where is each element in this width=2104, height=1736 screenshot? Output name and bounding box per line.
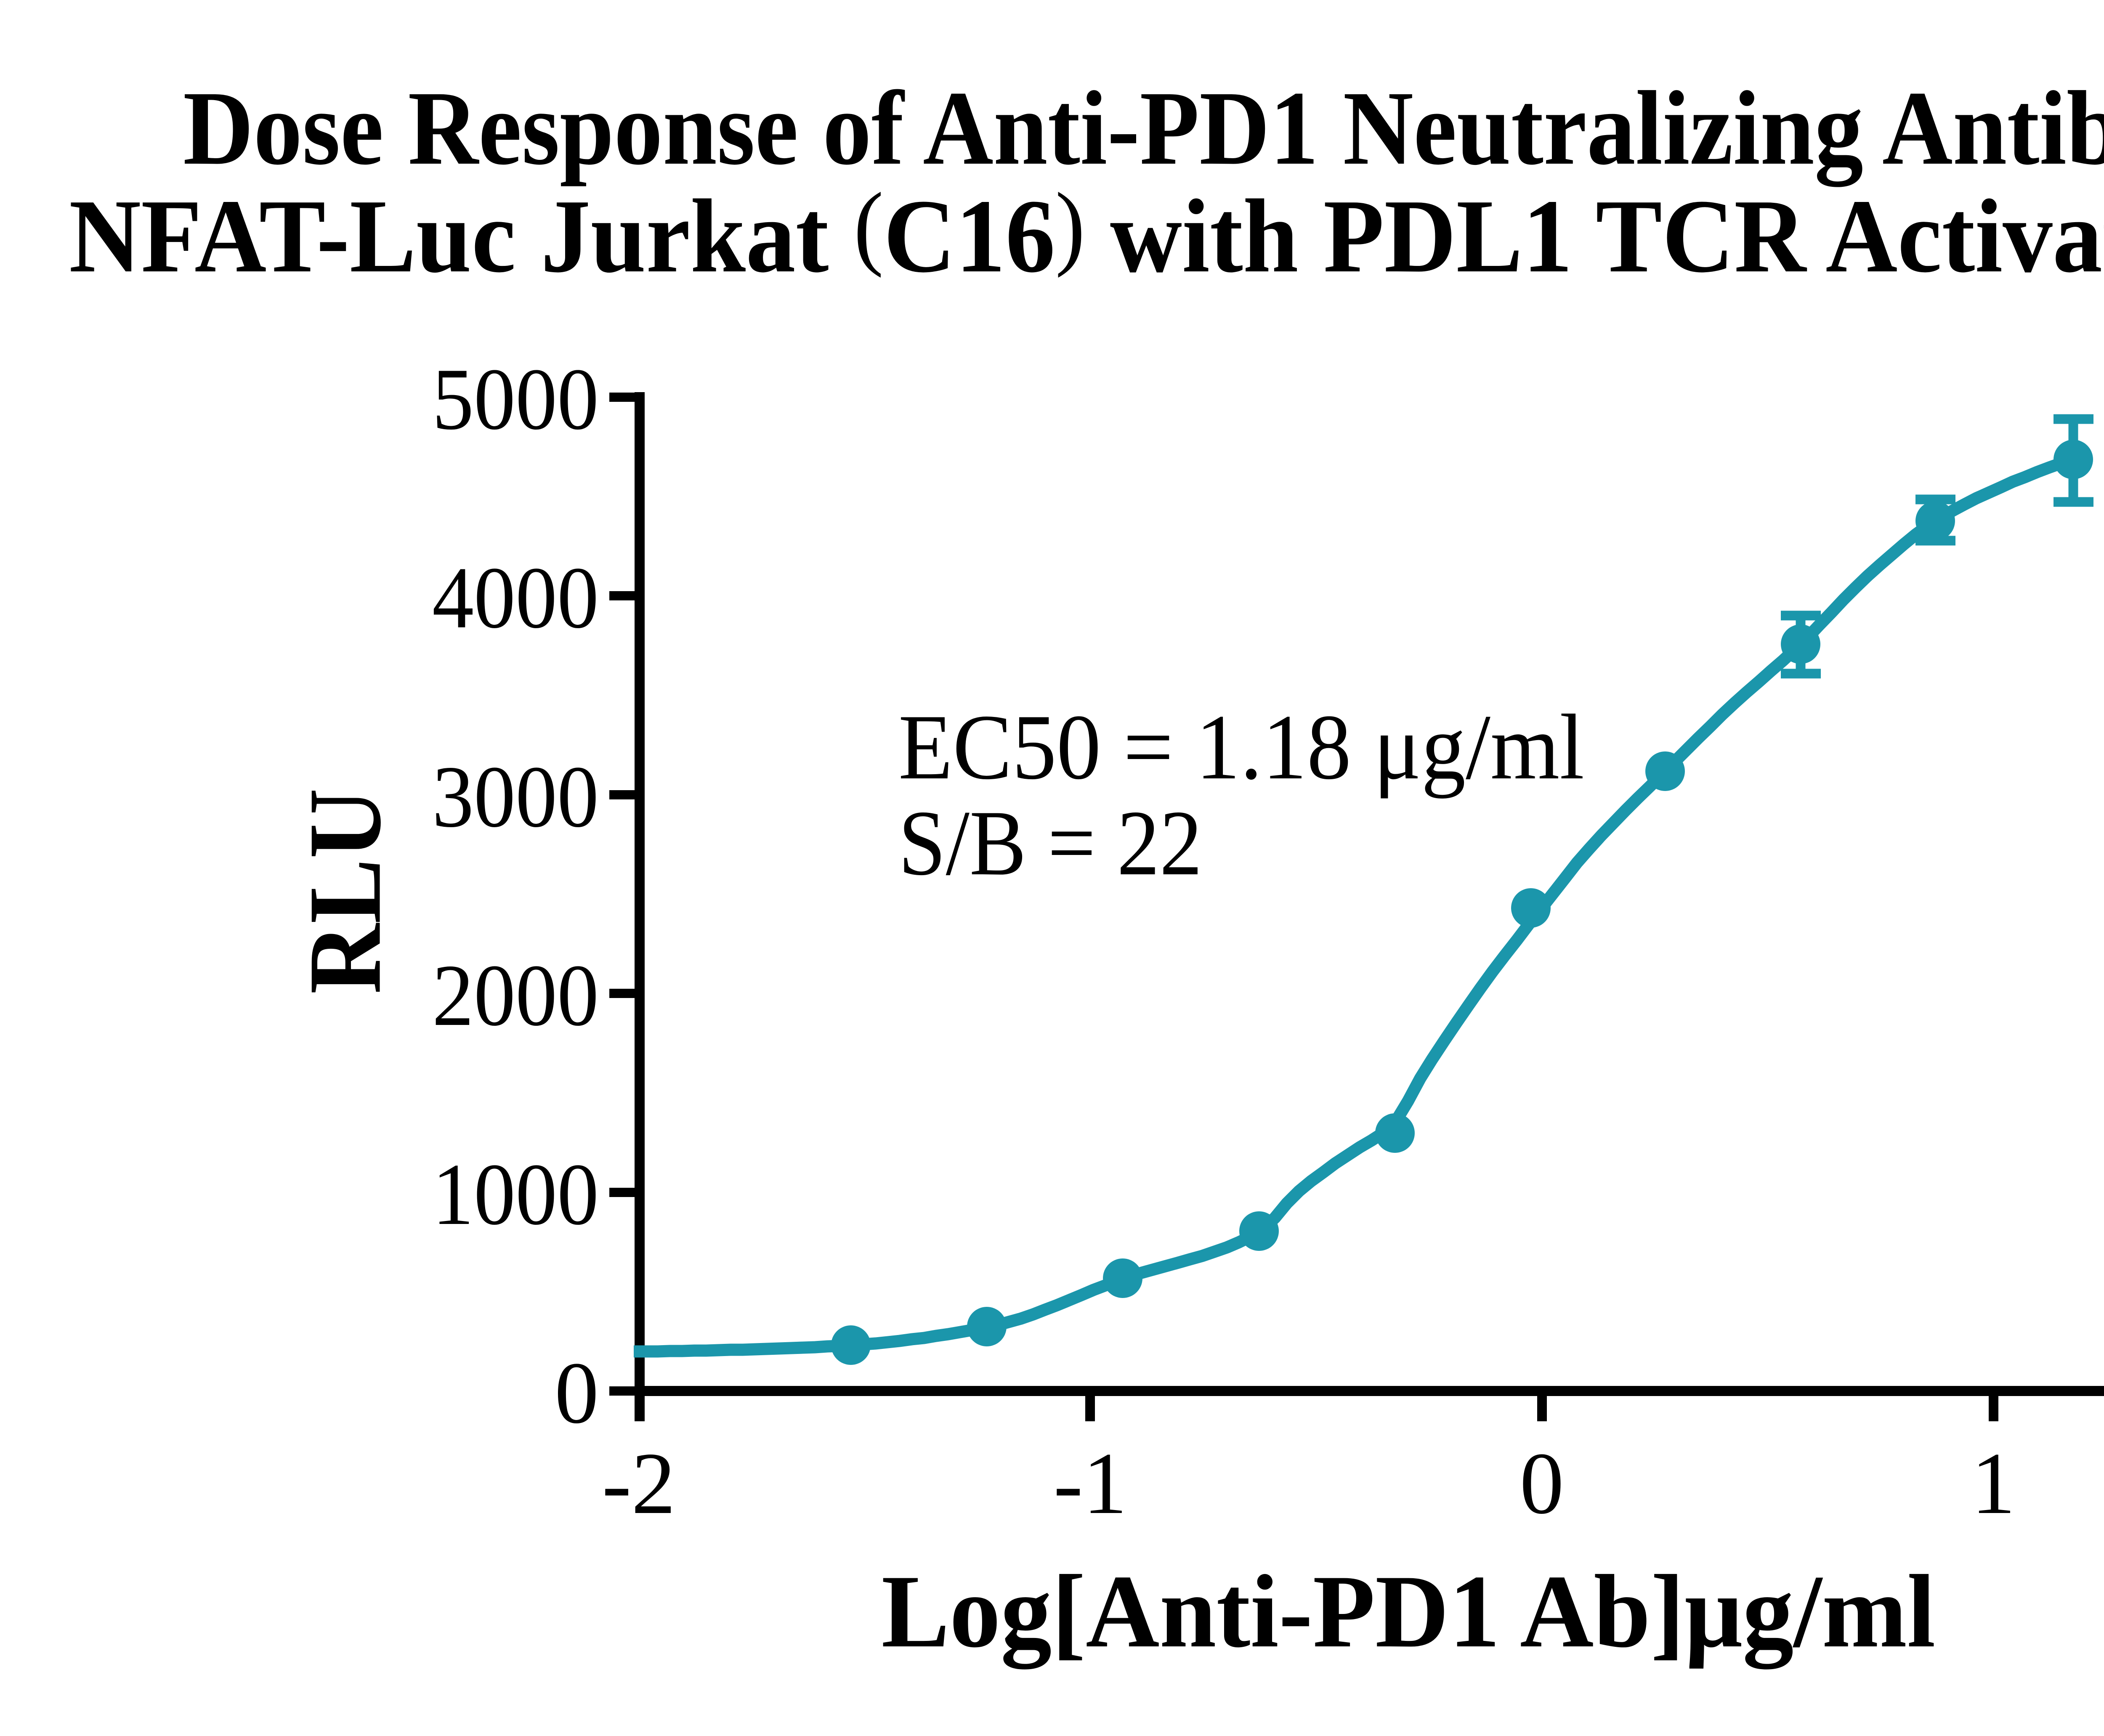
svg-text:Dose Response of Anti-PD1 Neut: Dose Response of Anti-PD1 Neutralizing A… [183, 69, 2104, 187]
svg-text:0: 0 [1520, 1435, 1564, 1532]
svg-text:-1: -1 [1054, 1435, 1127, 1532]
svg-text:0: 0 [555, 1344, 599, 1442]
svg-text:1000: 1000 [432, 1146, 599, 1243]
svg-text:5000: 5000 [432, 350, 599, 448]
svg-text:-2: -2 [602, 1435, 676, 1532]
svg-text:4000: 4000 [432, 549, 599, 647]
svg-text:NFAT-Luc Jurkat (C16) with PDL: NFAT-Luc Jurkat (C16) with PDL1 TCR Acti… [69, 173, 2104, 295]
svg-text:RLU: RLU [288, 788, 403, 994]
svg-text:S/B = 22: S/B = 22 [898, 791, 1202, 895]
svg-text:3000: 3000 [432, 748, 599, 846]
svg-text:2000: 2000 [432, 947, 599, 1044]
svg-text:EC50 = 1.18 μg/ml: EC50 = 1.18 μg/ml [898, 695, 1584, 799]
svg-text:1: 1 [1971, 1435, 2016, 1532]
svg-text:Log[Anti-PD1 Ab]μg/ml: Log[Anti-PD1 Ab]μg/ml [882, 1553, 1936, 1670]
